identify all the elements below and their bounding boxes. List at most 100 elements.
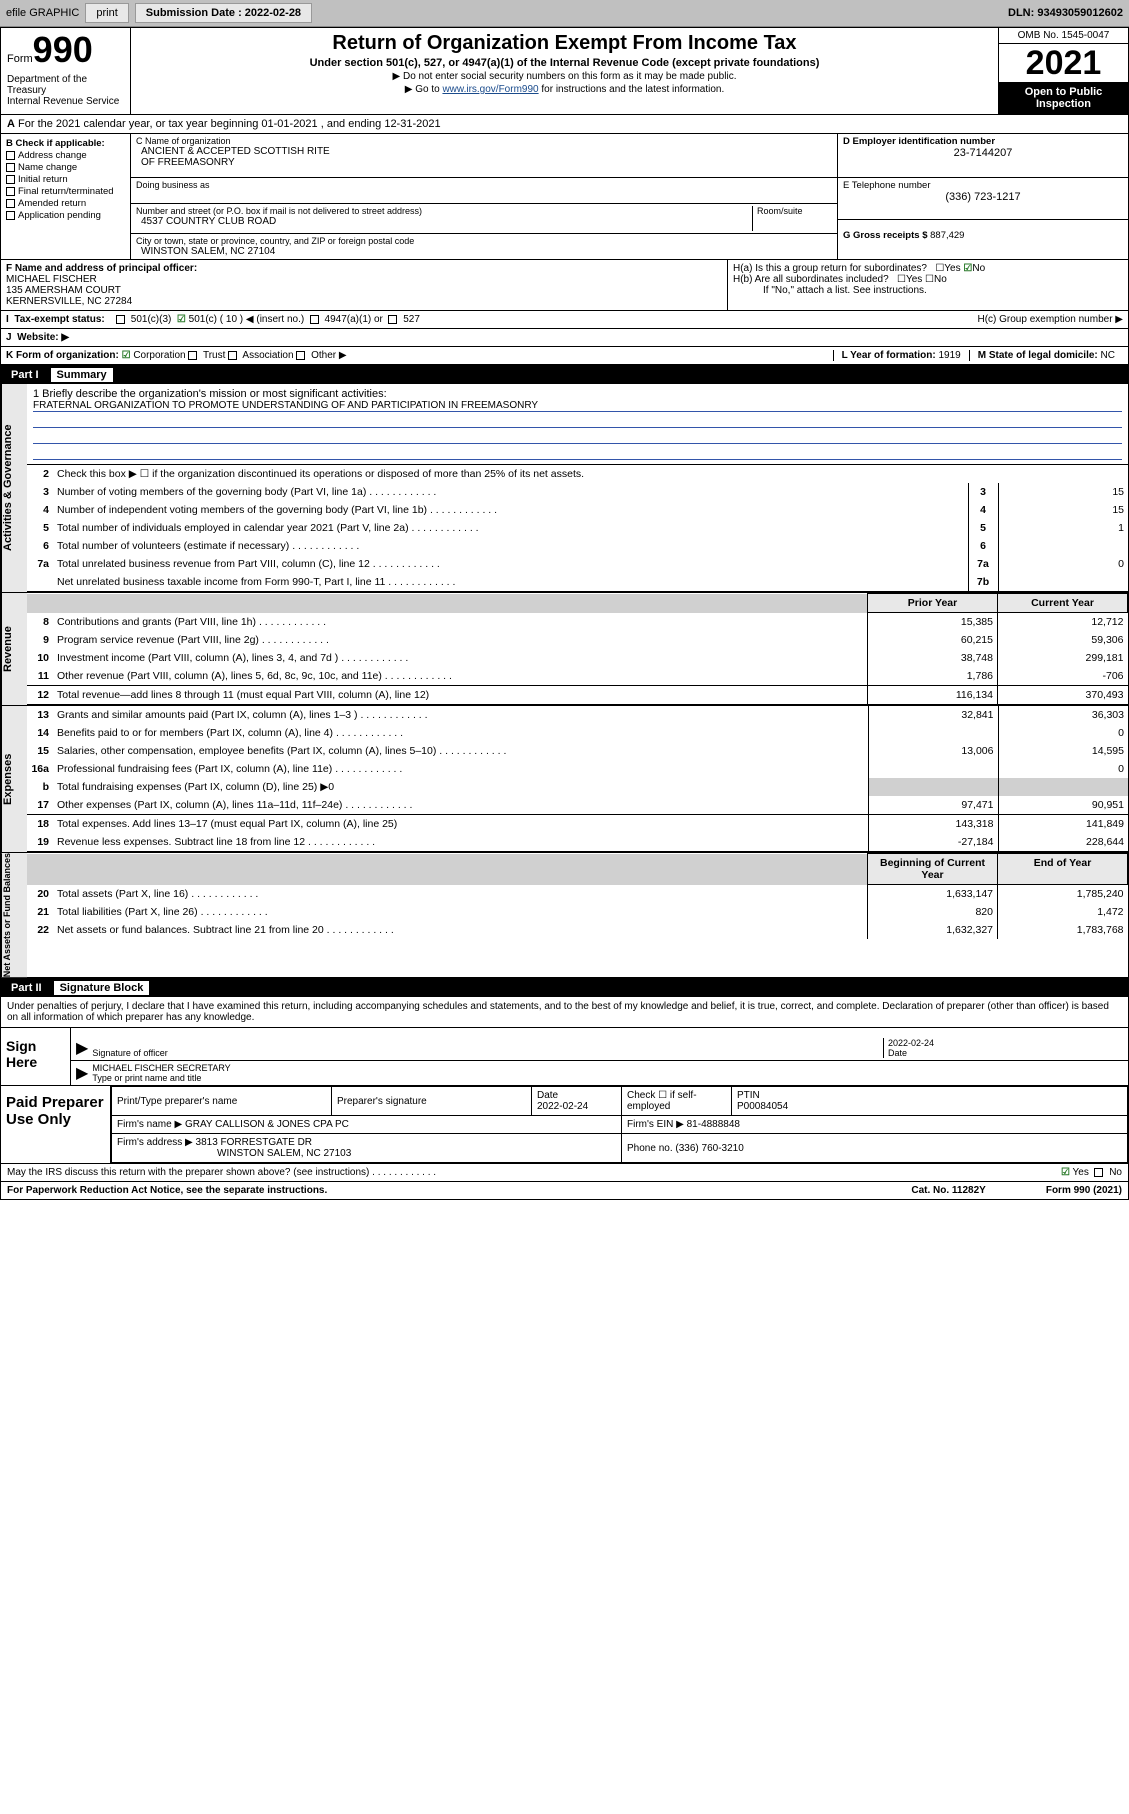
col-c-org: C Name of organization ANCIENT & ACCEPTE…: [131, 134, 838, 259]
row-j: J Website: ▶: [1, 329, 1128, 347]
row-f: F Name and address of principal officer:…: [1, 260, 1128, 311]
cb-other[interactable]: Other ▶: [296, 350, 346, 361]
col-de: D Employer identification number 23-7144…: [838, 134, 1128, 259]
sig-name: MICHAEL FISCHER SECRETARY: [92, 1063, 1123, 1073]
prep-h4: Check ☐ if self-employed: [622, 1087, 732, 1116]
c10: 299,181: [998, 649, 1128, 667]
val-4: 15: [998, 501, 1128, 519]
expenses-table: 13Grants and similar amounts paid (Part …: [27, 706, 1128, 852]
hdr-current: Current Year: [998, 594, 1128, 613]
c21: 1,472: [998, 903, 1128, 921]
prep-h5: PTIN: [737, 1090, 760, 1101]
p20: 1,633,147: [868, 885, 998, 904]
d-label: D Employer identification number: [843, 136, 1123, 147]
discuss-yes[interactable]: ☑ Yes: [1061, 1167, 1089, 1178]
p12: 116,134: [868, 686, 998, 705]
discuss-no[interactable]: No: [1094, 1167, 1122, 1178]
form-title: Return of Organization Exempt From Incom…: [137, 32, 992, 55]
form-note-1: ▶ Do not enter social security numbers o…: [137, 71, 992, 82]
c15: 14,595: [998, 742, 1128, 760]
line-14: Benefits paid to or for members (Part IX…: [53, 724, 868, 742]
line-22: Net assets or fund balances. Subtract li…: [53, 921, 868, 939]
val-3: 15: [998, 483, 1128, 501]
sig-date: 2022-02-24: [888, 1038, 1123, 1048]
expenses-section: Expenses 13Grants and similar amounts pa…: [1, 706, 1128, 853]
principal-officer: F Name and address of principal officer:…: [1, 260, 728, 310]
mission-block: 1 Briefly describe the organization's mi…: [27, 384, 1128, 465]
cb-initial-return[interactable]: Initial return: [6, 174, 125, 185]
p16b-shade: [868, 778, 998, 796]
cb-trust[interactable]: Trust: [188, 350, 225, 361]
preparer-table: Print/Type preparer's name Preparer's si…: [111, 1086, 1128, 1163]
p9: 60,215: [868, 631, 998, 649]
cb-527[interactable]: 527: [388, 314, 419, 325]
p16a: [868, 760, 998, 778]
cb-address-change[interactable]: Address change: [6, 150, 125, 161]
c12: 370,493: [998, 686, 1128, 705]
form-note-2: ▶ Go to www.irs.gov/Form990 for instruct…: [137, 84, 992, 95]
c13: 36,303: [998, 706, 1128, 724]
cb-application-pending[interactable]: Application pending: [6, 210, 125, 221]
cb-amended-return[interactable]: Amended return: [6, 198, 125, 209]
p15: 13,006: [868, 742, 998, 760]
prep-ptin: P00084054: [737, 1101, 788, 1112]
k-label: K Form of organization:: [6, 350, 119, 361]
prep-date: 2022-02-24: [537, 1101, 588, 1112]
cb-501c3[interactable]: 501(c)(3): [116, 314, 171, 325]
c20: 1,785,240: [998, 885, 1128, 904]
form990-link[interactable]: www.irs.gov/Form990: [442, 84, 538, 95]
hdr-begin: Beginning of Current Year: [868, 854, 998, 885]
h-c: H(c) Group exemption number ▶: [977, 314, 1123, 325]
org-name: ANCIENT & ACCEPTED SCOTTISH RITE OF FREE…: [136, 146, 832, 168]
phone-value: (336) 723-1217: [843, 191, 1123, 203]
note2-post: for instructions and the latest informat…: [539, 84, 725, 95]
officer-addr2: KERNERSVILLE, NC 27284: [6, 296, 722, 307]
submission-date-button[interactable]: Submission Date : 2022-02-28: [135, 3, 312, 23]
part-2-header: Part II Signature Block: [1, 979, 1128, 997]
cb-name-change[interactable]: Name change: [6, 162, 125, 173]
c17: 90,951: [998, 796, 1128, 815]
m-block: M State of legal domicile: NC: [969, 350, 1123, 361]
line-20: Total assets (Part X, line 16): [53, 885, 868, 904]
c16b-shade: [998, 778, 1128, 796]
c11: -706: [998, 667, 1128, 686]
line-6: Total number of volunteers (estimate if …: [53, 537, 968, 555]
c18: 141,849: [998, 815, 1128, 834]
addr-label: Number and street (or P.O. box if mail i…: [136, 206, 752, 216]
firm-ein: 81-4888848: [687, 1119, 740, 1130]
p22: 1,632,327: [868, 921, 998, 939]
signature-block: Under penalties of perjury, I declare th…: [1, 997, 1128, 1086]
line-21: Total liabilities (Part X, line 26): [53, 903, 868, 921]
preparer-label: Paid Preparer Use Only: [1, 1086, 111, 1163]
discuss-text: May the IRS discuss this return with the…: [7, 1167, 369, 1178]
val-7a: 0: [998, 555, 1128, 573]
line-13: Grants and similar amounts paid (Part IX…: [53, 706, 868, 724]
pra-notice: For Paperwork Reduction Act Notice, see …: [7, 1185, 911, 1196]
entity-block: B Check if applicable: Address change Na…: [1, 134, 1128, 260]
cb-corp[interactable]: ☑ Corporation: [122, 350, 186, 361]
sig-officer-label: Signature of officer: [92, 1048, 883, 1058]
line-8: Contributions and grants (Part VIII, lin…: [53, 613, 868, 632]
line-11: Other revenue (Part VIII, column (A), li…: [53, 667, 868, 686]
line-15: Salaries, other compensation, employee b…: [53, 742, 868, 760]
part1-label: Part I: [7, 369, 43, 381]
prep-h2: Preparer's signature: [332, 1087, 532, 1116]
p13: 32,841: [868, 706, 998, 724]
vlabel-netassets: Net Assets or Fund Balances: [1, 853, 27, 977]
cb-501c[interactable]: ☑ 501(c) ( 10 ) ◀ (insert no.): [177, 314, 304, 325]
e-label: E Telephone number: [843, 180, 1123, 191]
line-2: Check this box ▶ ☐ if the organization d…: [53, 465, 1128, 483]
toolbar: efile GRAPHIC print Submission Date : 20…: [0, 0, 1129, 27]
h-b: H(b) Are all subordinates included? ☐Yes…: [733, 274, 1123, 285]
cb-final-return[interactable]: Final return/terminated: [6, 186, 125, 197]
row-a-text: For the 2021 calendar year, or tax year …: [18, 118, 441, 130]
room-label: Room/suite: [752, 206, 832, 231]
line-19: Revenue less expenses. Subtract line 18 …: [53, 833, 868, 852]
cb-assoc[interactable]: Association: [228, 350, 293, 361]
cb-4947[interactable]: 4947(a)(1) or: [310, 314, 383, 325]
firm-name: GRAY CALLISON & JONES CPA PC: [185, 1119, 349, 1130]
line-17: Other expenses (Part IX, column (A), lin…: [53, 796, 868, 815]
print-button[interactable]: print: [85, 3, 128, 23]
form-prefix: Form: [7, 53, 33, 65]
line-10: Investment income (Part VIII, column (A)…: [53, 649, 868, 667]
